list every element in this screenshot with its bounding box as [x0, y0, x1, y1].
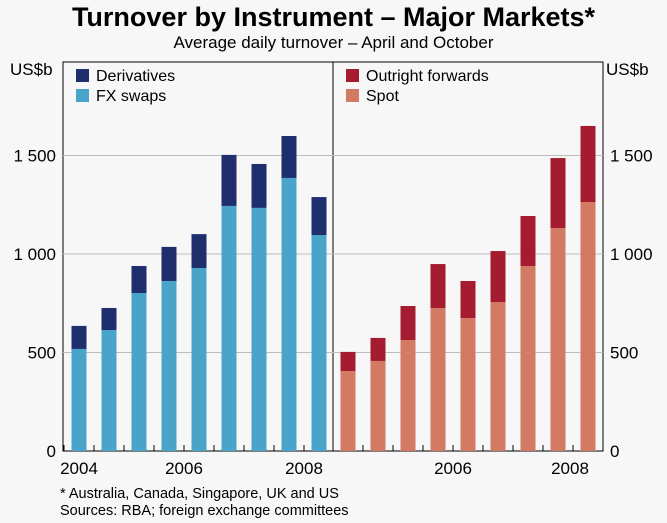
x-tick-label: 2006: [165, 459, 203, 478]
bar-outright-forwards: [400, 306, 416, 341]
legend-label: Outright forwards: [366, 68, 489, 85]
y-tick-label-left: 1 500: [13, 147, 56, 166]
bar-fx-swaps: [71, 348, 87, 451]
bar-spot: [550, 227, 566, 451]
bar-derivatives: [71, 325, 87, 349]
bar-fx-swaps: [221, 205, 237, 451]
chart-title: Turnover by Instrument – Major Markets*: [71, 2, 596, 32]
bar-outright-forwards: [340, 351, 356, 372]
bar-spot: [490, 302, 506, 451]
bar-spot: [580, 201, 596, 451]
x-tick-label: 2006: [434, 459, 472, 478]
bar-outright-forwards: [430, 264, 446, 308]
bar-outright-forwards: [460, 280, 476, 319]
sources-note: Sources: RBA; foreign exchange committee…: [60, 503, 349, 519]
y-tick-label-right: 1 000: [610, 245, 653, 264]
bar-fx-swaps: [251, 207, 267, 451]
bar-spot: [520, 266, 536, 451]
bar-derivatives: [101, 307, 117, 331]
bar-outright-forwards: [370, 337, 386, 361]
legend-swatch: [346, 89, 359, 102]
bar-derivatives: [281, 135, 297, 178]
bar-derivatives: [311, 197, 327, 236]
y-tick-label-left: 500: [28, 344, 56, 363]
legend-label: Spot: [366, 88, 399, 105]
bar-derivatives: [251, 163, 267, 208]
bar-outright-forwards: [490, 251, 506, 303]
x-tick-label: 2008: [285, 459, 323, 478]
bar-fx-swaps: [131, 293, 147, 451]
y-axis-label-right: US$b: [606, 60, 649, 79]
y-tick-label-left: 0: [47, 442, 56, 461]
bar-derivatives: [191, 234, 207, 268]
bar-fx-swaps: [101, 330, 117, 451]
y-tick-label-left: 1 000: [13, 245, 56, 264]
bar-spot: [370, 360, 386, 451]
bar-derivatives: [161, 246, 177, 281]
legend-swatch: [76, 89, 89, 102]
bar-fx-swaps: [281, 177, 297, 451]
bar-fx-swaps: [161, 280, 177, 451]
bar-spot: [460, 318, 476, 451]
bar-fx-swaps: [191, 267, 207, 451]
legend-swatch: [76, 69, 89, 82]
chart-subtitle: Average daily turnover – April and Octob…: [173, 33, 494, 52]
legend-label: FX swaps: [96, 88, 166, 105]
plot-area: 0 0 500 500 1 000 1 000 1 500 1 500 US$b US$b 2004…: [10, 60, 653, 478]
y-axis-label-left: US$b: [10, 60, 53, 79]
bar-spot: [430, 307, 446, 451]
bar-spot: [400, 340, 416, 451]
legend-label: Derivatives: [96, 68, 175, 85]
bar-outright-forwards: [550, 158, 566, 228]
footnote: * Australia, Canada, Singapore, UK and U…: [60, 486, 339, 502]
bar-fx-swaps: [311, 235, 327, 451]
y-tick-label-right: 500: [610, 344, 638, 363]
bar-spot: [340, 371, 356, 451]
x-tick-label: 2004: [60, 459, 98, 478]
bar-outright-forwards: [580, 125, 596, 202]
legend-swatch: [346, 69, 359, 82]
bar-derivatives: [221, 154, 237, 206]
bar-outright-forwards: [520, 215, 536, 267]
y-tick-label-right: 0: [610, 442, 619, 461]
y-tick-label-right: 1 500: [610, 147, 653, 166]
x-tick-label: 2008: [551, 459, 589, 478]
bar-derivatives: [131, 266, 147, 294]
